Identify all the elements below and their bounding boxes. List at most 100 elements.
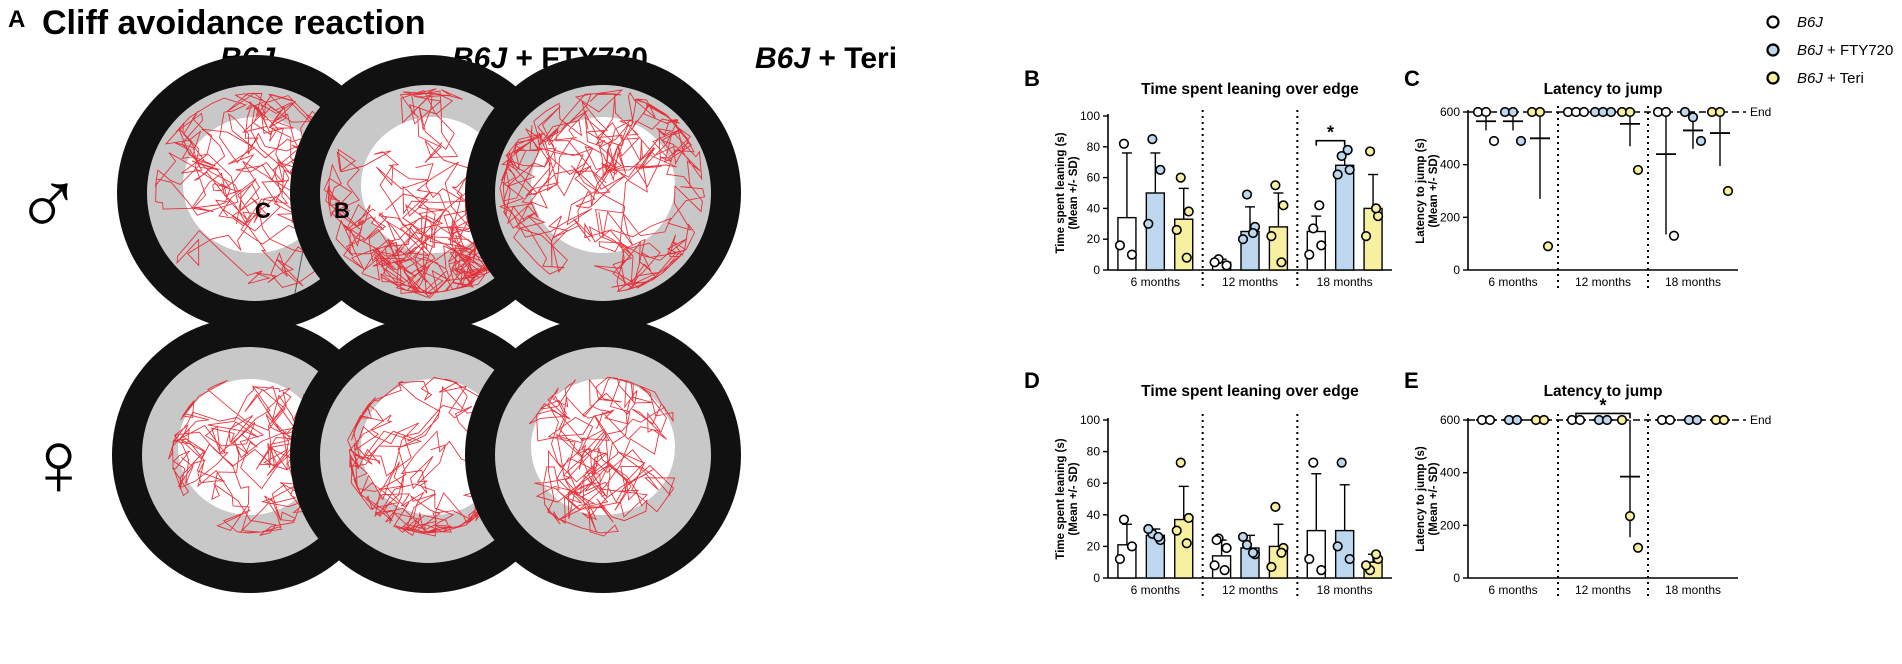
- data-point: [1714, 106, 1726, 118]
- data-point: [1601, 414, 1613, 426]
- arena-center-zone: [531, 117, 675, 253]
- y-tick-label: 40: [1087, 508, 1101, 522]
- data-point: [1687, 112, 1699, 123]
- y-axis-label: Latency to jump (s): [1415, 138, 1427, 244]
- data-point: [1632, 542, 1644, 553]
- data-point: [1153, 531, 1164, 543]
- y-tick-label: 0: [1453, 571, 1460, 585]
- data-point: [1181, 252, 1192, 263]
- y-axis-label-sd: (Mean +/- SD): [1428, 462, 1440, 535]
- data-point: [1511, 414, 1523, 426]
- chart-panel-d: D Time spent leaning over edge Time spent …: [1024, 372, 1392, 597]
- chart-panel-c: C Latency to jump Latency to jump (s) (Mean…: [1404, 70, 1772, 289]
- zone-label-border: B: [334, 198, 350, 223]
- data-point: [1175, 172, 1186, 183]
- data-point: [1370, 203, 1382, 214]
- data-point: [1247, 547, 1259, 558]
- arena-figures: C B F: [112, 55, 741, 593]
- data-point: [1538, 414, 1550, 426]
- data-point: [1360, 231, 1372, 242]
- y-tick-label: 0: [1453, 263, 1460, 277]
- chart-title: Time spent leaning over edge: [1141, 383, 1359, 400]
- data-point: [1679, 106, 1691, 118]
- data-point: [1247, 227, 1259, 239]
- x-tick-label: 12 months: [1222, 583, 1278, 597]
- data-point: [1276, 547, 1287, 558]
- x-tick-label: 6 months: [1488, 583, 1537, 597]
- y-tick-label: 20: [1087, 539, 1101, 553]
- x-tick-label: 18 months: [1317, 275, 1373, 289]
- x-tick-label: 6 months: [1131, 275, 1180, 289]
- y-tick-label: 60: [1087, 171, 1101, 185]
- zone-label-center: C: [255, 198, 271, 223]
- data-point: [1126, 249, 1138, 260]
- y-tick-label: 80: [1087, 140, 1101, 154]
- data-point: [1143, 218, 1154, 229]
- data-point: [1542, 241, 1554, 252]
- column-header-teri: B6J + Teri: [755, 42, 898, 75]
- y-axis-label-sd: (Mean +/- SD): [1428, 154, 1440, 227]
- data-point: [1241, 539, 1253, 550]
- chart-title: Time spent leaning over edge: [1141, 81, 1359, 98]
- data-point: [1578, 106, 1590, 118]
- y-tick-label: 200: [1440, 518, 1460, 532]
- y-tick-label: 80: [1087, 445, 1101, 459]
- data-point: [1344, 164, 1355, 175]
- chart-title: Latency to jump: [1544, 81, 1663, 98]
- data-point: [1147, 133, 1158, 145]
- y-tick-label: 400: [1440, 158, 1460, 172]
- significance-bracket: [1575, 412, 1631, 419]
- x-tick-label: 18 months: [1665, 275, 1721, 289]
- female-symbol: ♀: [24, 413, 93, 515]
- data-point: [1278, 200, 1289, 211]
- data-point: [1316, 240, 1327, 251]
- data-point: [1221, 260, 1232, 271]
- data-point: [1241, 189, 1253, 200]
- data-point: [1209, 560, 1220, 571]
- data-point: [1143, 523, 1154, 535]
- data-point: [1695, 135, 1707, 147]
- data-point: [1171, 224, 1182, 236]
- data-point: [1668, 230, 1680, 241]
- data-point: [1314, 200, 1325, 211]
- data-point: [1574, 414, 1586, 426]
- data-point: [1209, 257, 1220, 268]
- data-point: [1219, 565, 1230, 576]
- data-point: [1266, 561, 1277, 573]
- y-tick-label: 0: [1093, 571, 1100, 585]
- data-point: [1691, 414, 1703, 426]
- data-point: [1308, 457, 1319, 468]
- data-point: [1211, 534, 1222, 546]
- data-point: [1342, 144, 1353, 155]
- y-axis-label: Latency to jump (s): [1415, 446, 1427, 552]
- data-point: [1237, 531, 1249, 543]
- data-point: [1114, 553, 1126, 565]
- data-point: [1336, 150, 1347, 162]
- chart-panel-e: E Latency to jump Latency to jump (s) (Mean…: [1404, 372, 1772, 597]
- y-tick-label: 40: [1087, 201, 1101, 215]
- movement-trace: [528, 376, 676, 537]
- data-point: [1126, 541, 1138, 552]
- data-point: [1488, 135, 1500, 147]
- y-axis-label-sd: (Mean +/- SD): [1068, 462, 1080, 535]
- panel-letter-b: B: [1024, 70, 1040, 91]
- legend-label: B6J: [1797, 13, 1823, 31]
- data-point: [1534, 106, 1546, 118]
- x-tick-label: 12 months: [1575, 583, 1631, 597]
- bar: [1145, 192, 1166, 271]
- data-point: [1632, 164, 1644, 176]
- x-tick-label: 6 months: [1488, 275, 1537, 289]
- male-symbol: ♂: [14, 153, 83, 255]
- data-point: [1308, 223, 1319, 234]
- x-tick-label: 18 months: [1665, 583, 1721, 597]
- data-point: [1722, 185, 1734, 197]
- data-point: [1507, 106, 1519, 118]
- end-of-trial-label: End of trial: [1750, 413, 1772, 427]
- data-point: [1364, 146, 1376, 157]
- data-point: [1360, 560, 1372, 571]
- data-point: [1171, 525, 1182, 536]
- data-point: [1181, 538, 1192, 549]
- legend-item-b6j: B6J: [1765, 8, 1902, 36]
- panel-letter-e: E: [1404, 372, 1419, 393]
- y-tick-label: 200: [1440, 210, 1460, 224]
